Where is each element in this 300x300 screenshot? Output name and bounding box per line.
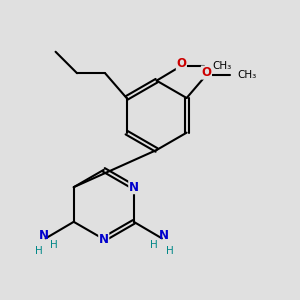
Text: O: O (201, 66, 212, 79)
Text: N: N (39, 229, 49, 242)
Text: N: N (129, 181, 139, 194)
Text: CH₃: CH₃ (213, 61, 232, 71)
Text: H: H (150, 240, 158, 250)
Text: N: N (158, 229, 169, 242)
Text: O: O (176, 57, 186, 70)
Text: H: H (35, 246, 43, 256)
Text: H: H (166, 246, 174, 256)
Text: CH₃: CH₃ (238, 70, 257, 80)
Text: H: H (50, 240, 58, 250)
Text: N: N (99, 233, 109, 246)
